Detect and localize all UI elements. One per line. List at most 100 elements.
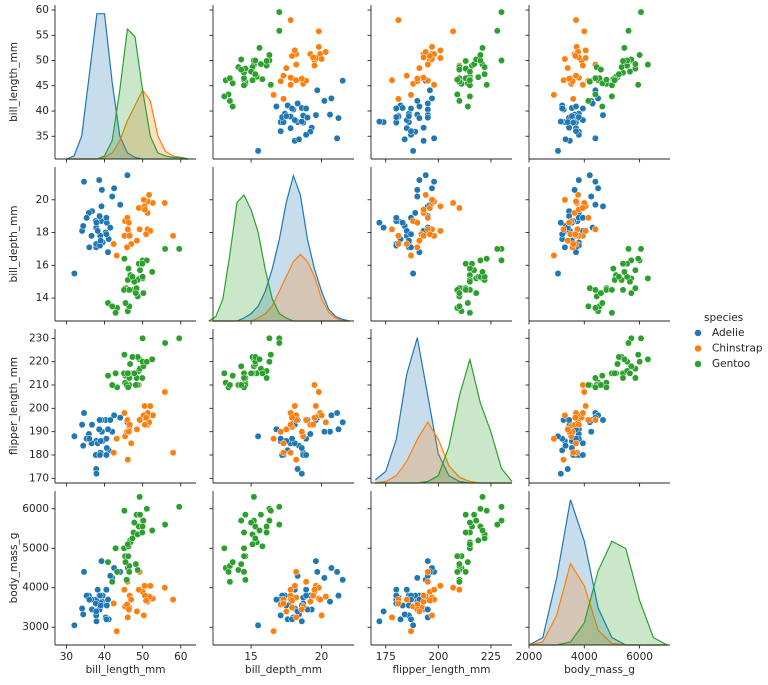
scatter-point — [102, 435, 110, 443]
scatter-point — [287, 74, 295, 82]
scatter-point — [420, 54, 428, 61]
scatter-point — [135, 204, 143, 212]
scatter-point — [580, 27, 588, 35]
scatter-point — [132, 381, 140, 389]
scatter-point — [466, 265, 474, 273]
scatter-point — [339, 418, 347, 426]
scatter-point — [302, 105, 310, 112]
scatter-point — [388, 76, 396, 84]
scatter-point — [110, 240, 118, 248]
scatter-point — [145, 191, 153, 199]
scatter-point — [455, 578, 463, 586]
scatter-point — [426, 597, 434, 605]
scatter-point — [240, 568, 248, 576]
scatter-point — [313, 568, 321, 576]
scatter-point — [472, 517, 480, 525]
scatter-point — [298, 118, 306, 126]
scatter-point — [80, 178, 88, 186]
panel — [525, 5, 670, 163]
scatter-point — [88, 232, 96, 240]
y-tick-label: 35 — [36, 130, 49, 142]
x-tick-label: 4000 — [571, 651, 598, 663]
scatter-point — [582, 46, 590, 54]
scatter-point — [591, 225, 599, 233]
scatter-point — [597, 381, 605, 389]
scatter-point — [392, 113, 400, 121]
scatter-point — [579, 451, 587, 459]
scatter-point — [229, 79, 237, 87]
scatter-point — [116, 414, 124, 422]
scatter-point — [250, 493, 258, 501]
scatter-point — [112, 369, 120, 377]
scatter-point — [420, 124, 428, 132]
scatter-point — [277, 611, 285, 619]
scatter-point — [420, 137, 428, 145]
y-tick-label: 5000 — [22, 542, 49, 554]
panel: 14 16 18 20 bill_depth_mm — [8, 167, 196, 325]
scatter-point — [104, 372, 112, 380]
scatter-point — [453, 90, 461, 98]
scatter-point — [637, 334, 645, 342]
x-tick-label: 40 — [98, 651, 111, 663]
scatter-point — [413, 75, 421, 83]
scatter-point — [599, 416, 607, 424]
scatter-point — [309, 54, 317, 61]
scatter-point — [237, 66, 245, 74]
scatter-point — [498, 57, 505, 64]
scatter-point — [247, 519, 255, 527]
scatter-point — [106, 416, 114, 424]
scatter-point — [479, 44, 486, 52]
scatter-point — [142, 597, 150, 605]
scatter-point — [424, 100, 432, 107]
scatter-point — [102, 230, 110, 238]
scatter-point — [110, 449, 118, 457]
scatter-point — [420, 206, 428, 214]
scatter-point — [123, 576, 131, 584]
scatter-point — [311, 62, 318, 70]
scatter-point — [498, 8, 505, 16]
scatter-point — [93, 470, 100, 478]
scatter-point — [161, 521, 169, 529]
scatter-point — [558, 446, 566, 454]
scatter-point — [571, 230, 579, 238]
scatter-point — [120, 351, 128, 359]
scatter-point — [584, 214, 592, 222]
scatter-point — [292, 61, 300, 69]
scatter-point — [413, 193, 421, 200]
scatter-point — [619, 260, 627, 268]
scatter-point — [586, 78, 594, 86]
scatter-point — [313, 86, 321, 94]
legend-title: species — [704, 312, 743, 324]
scatter-point — [113, 435, 121, 443]
scatter-point — [277, 127, 285, 135]
scatter-point — [614, 360, 621, 368]
scatter-point — [291, 46, 299, 54]
scatter-point — [483, 255, 491, 263]
scatter-point — [557, 470, 565, 478]
scatter-point — [415, 607, 423, 615]
scatter-point — [569, 95, 577, 103]
scatter-point — [263, 523, 271, 530]
scatter-point — [466, 519, 474, 527]
scatter-point — [453, 552, 461, 560]
scatter-point — [134, 566, 142, 574]
scatter-point — [311, 586, 318, 594]
scatter-point — [175, 503, 183, 511]
scatter-point — [430, 81, 438, 89]
scatter-point — [572, 439, 580, 447]
scatter-point — [229, 558, 237, 566]
scatter-point — [257, 511, 265, 519]
scatter-point — [288, 105, 296, 112]
scatter-point — [424, 61, 432, 69]
scatter-point — [142, 230, 150, 238]
scatter-point — [392, 105, 400, 112]
x-tick-label: 225 — [481, 651, 501, 663]
scatter-point — [415, 237, 423, 245]
scatter-point — [275, 521, 283, 529]
scatter-point — [466, 92, 474, 100]
scatter-point — [568, 112, 576, 120]
scatter-point — [466, 278, 474, 286]
scatter-point — [493, 245, 501, 253]
scatter-point — [280, 439, 287, 447]
scatter-point — [636, 358, 644, 366]
